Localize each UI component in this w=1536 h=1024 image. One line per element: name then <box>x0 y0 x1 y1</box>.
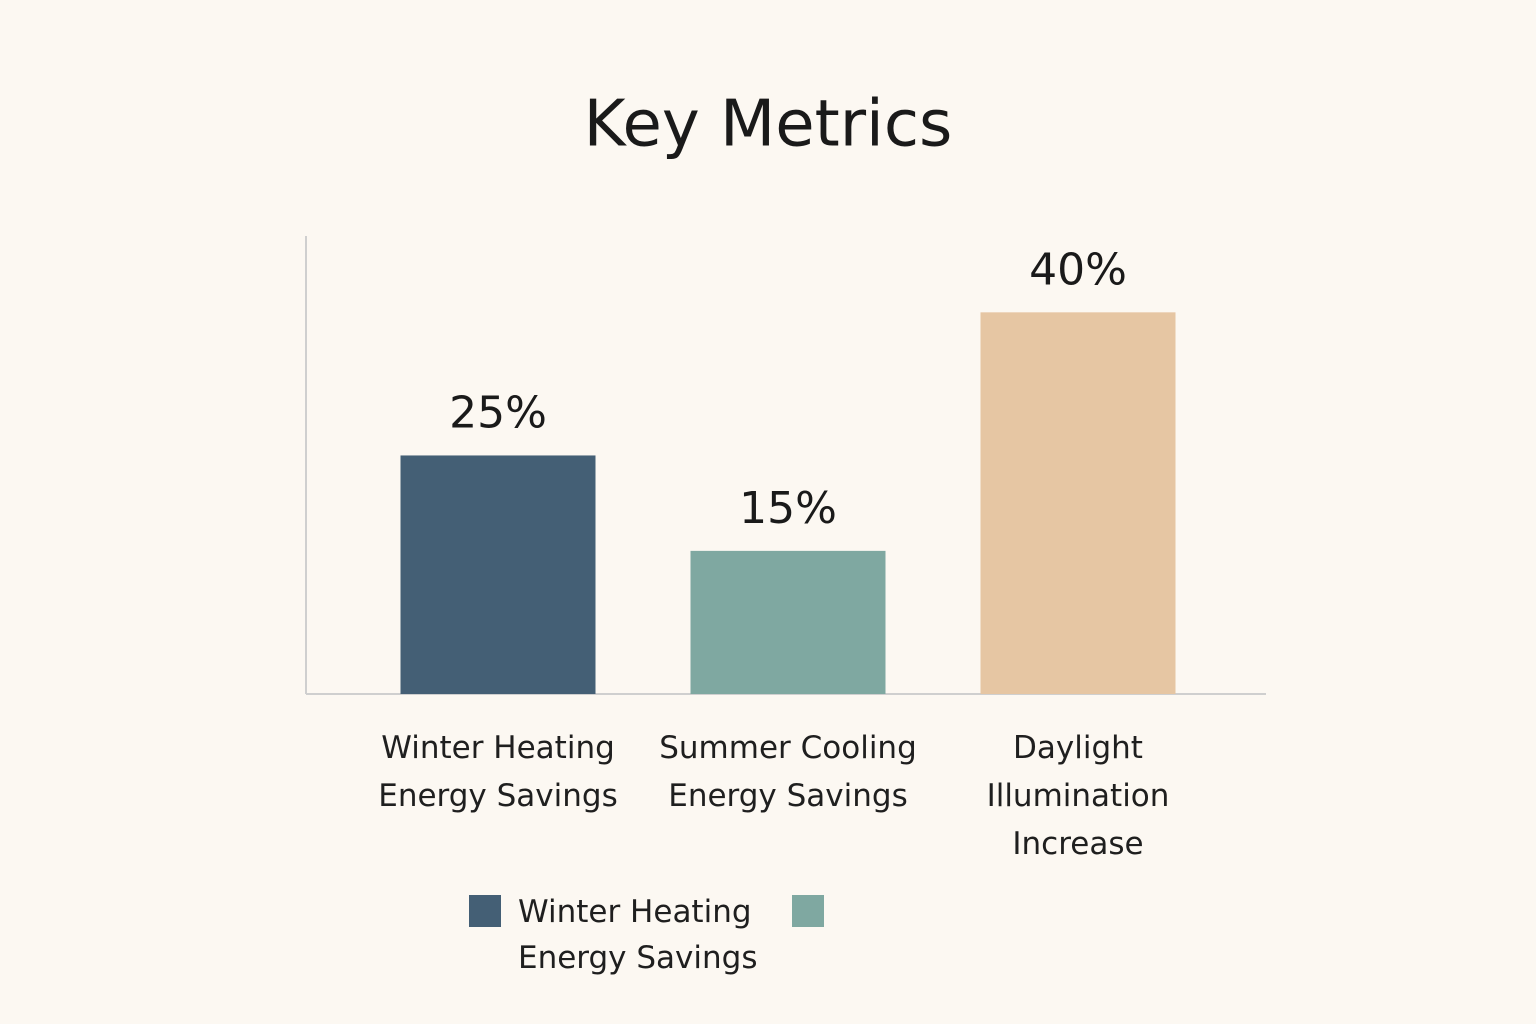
legend-swatch <box>469 895 501 927</box>
bar <box>690 550 886 694</box>
bar <box>400 455 596 694</box>
value-label: 25% <box>449 387 547 438</box>
legend-label: Winter Heating Energy Savings <box>518 894 758 976</box>
x-tick-label: Winter Heating Energy Savings <box>378 730 618 814</box>
value-label: 15% <box>739 483 837 534</box>
chart-title: Key Metrics <box>584 88 953 162</box>
value-label: 40% <box>1029 244 1127 295</box>
x-tick-label: Summer Cooling Energy Savings <box>659 730 917 814</box>
bar <box>980 312 1176 694</box>
legend-swatch <box>792 895 824 927</box>
x-tick-label: Daylight Illumination Increase <box>986 730 1170 862</box>
